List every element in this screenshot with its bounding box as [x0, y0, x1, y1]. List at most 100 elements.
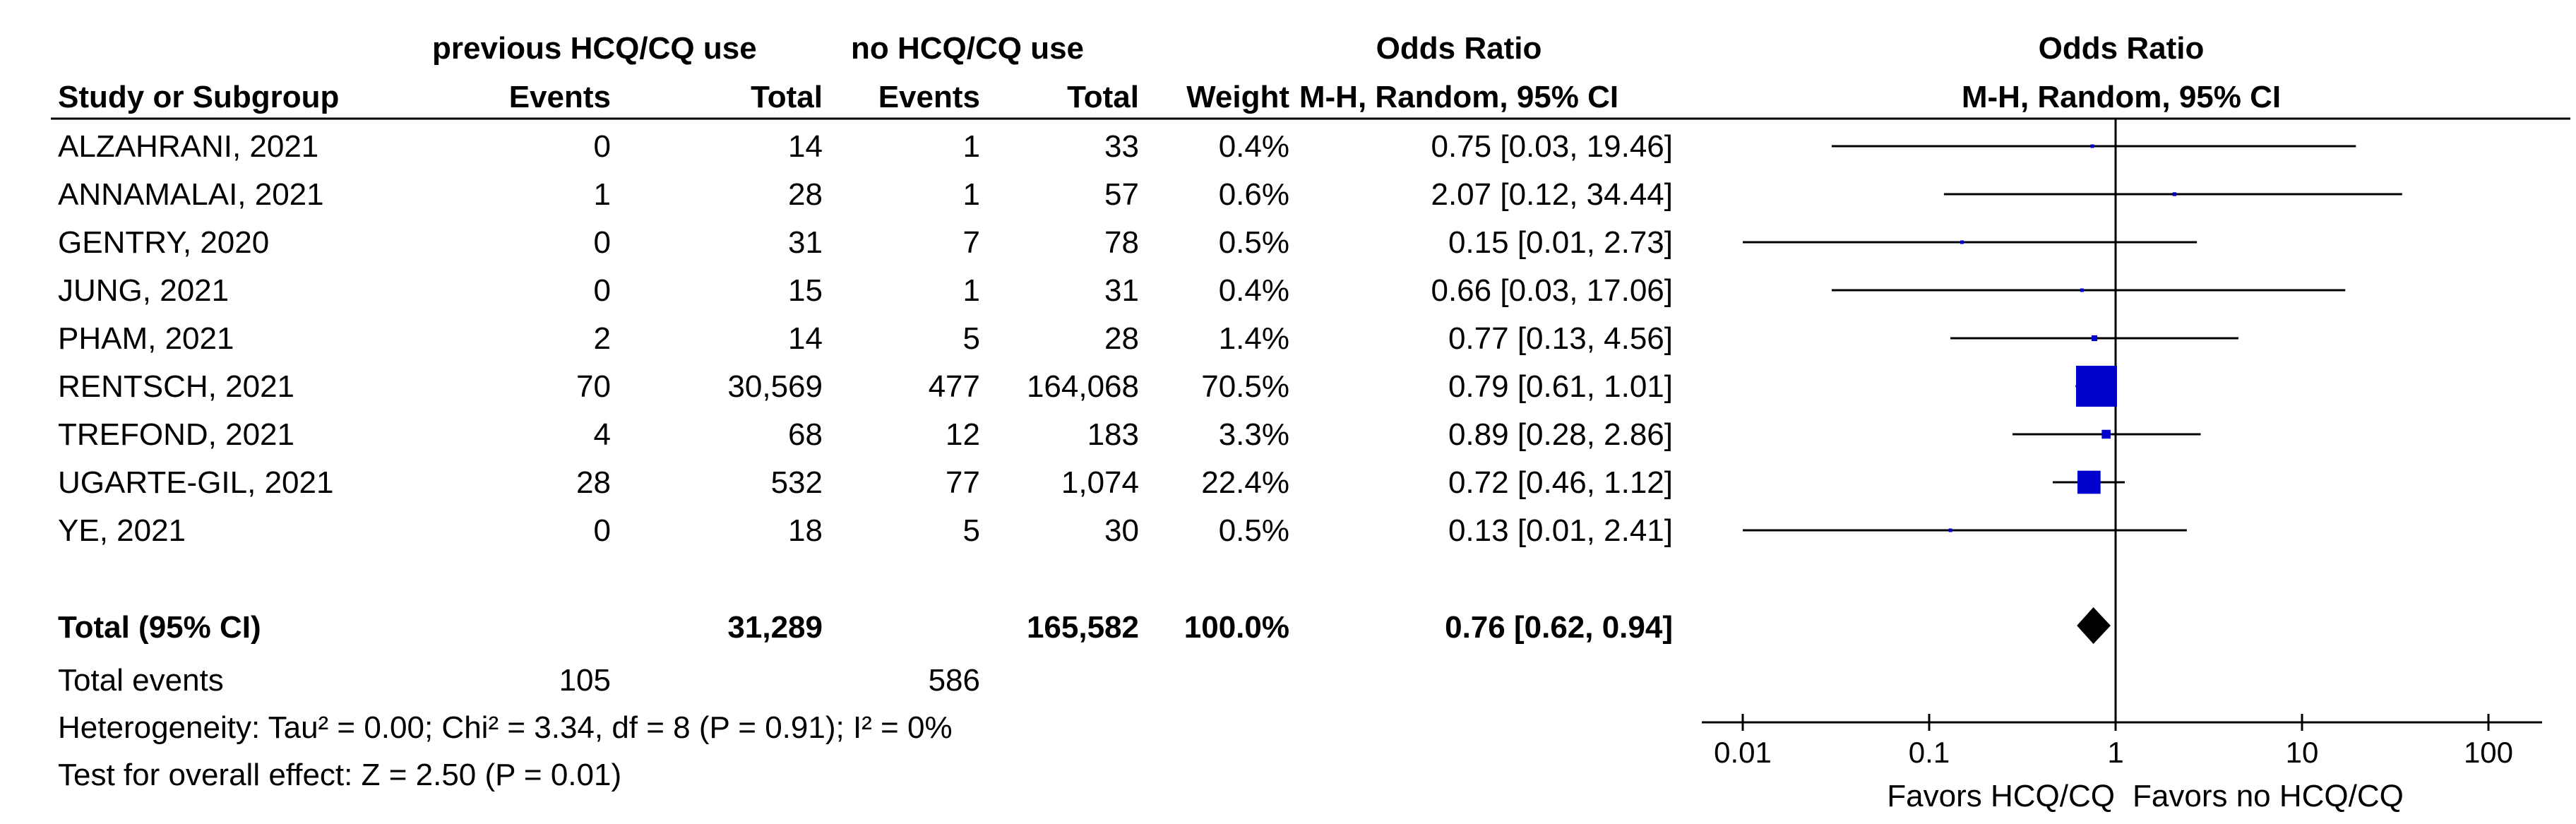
table-row: UGARTE-GIL, 2021 28 532 77 1,074 22.4% 0.72 [0… [58, 465, 1673, 500]
events-no-hcq: 1 [963, 129, 980, 164]
table-row: YE, 2021 0 18 5 30 0.5% 0.13 [0.01, 2.41] [58, 513, 1673, 548]
events-hcq: 0 [594, 513, 611, 548]
x-tick-label: 0.1 [1909, 736, 1950, 769]
or-ci: 0.89 [0.28, 2.86] [1448, 417, 1673, 452]
study-name: RENTSCH, 2021 [58, 369, 294, 404]
col-study-header: Study or Subgroup [58, 80, 339, 114]
study-name: PHAM, 2021 [58, 321, 234, 356]
total-n1: 31,289 [727, 610, 823, 645]
events-hcq: 0 [594, 129, 611, 164]
or-ci: 0.72 [0.46, 1.12] [1448, 465, 1673, 500]
table-row: PHAM, 2021 2 14 5 28 1.4% 0.77 [0.13, 4.56] [58, 321, 1673, 356]
study-point-estimate [2075, 366, 2117, 407]
events-no-hcq: 7 [963, 225, 980, 260]
or-plot-header-sub: M-H, Random, 95% CI [1962, 80, 2281, 114]
total-ci: 0.76 [0.62, 0.94] [1445, 610, 1673, 645]
total-hcq: 28 [788, 177, 823, 212]
or-ci: 2.07 [0.12, 34.44] [1431, 177, 1673, 212]
study-name: ANNAMALAI, 2021 [58, 177, 324, 212]
total-hcq: 68 [788, 417, 823, 452]
weight: 3.3% [1219, 417, 1289, 452]
heterogeneity-text: Heterogeneity: Tau² = 0.00; Chi² = 3.34,… [58, 710, 953, 745]
col-total1-header: Total [751, 80, 823, 114]
total-events-2: 586 [929, 663, 980, 698]
total-no-hcq: 78 [1104, 225, 1139, 260]
total-no-hcq: 31 [1104, 273, 1139, 308]
events-hcq: 28 [576, 465, 611, 500]
total-row: Total (95% CI) 31,289 165,582 100.0% 0.7… [58, 610, 1673, 645]
events-no-hcq: 77 [946, 465, 980, 500]
total-no-hcq: 33 [1104, 129, 1139, 164]
col-events1-header: Events [509, 80, 611, 114]
or-ci: 0.15 [0.01, 2.73] [1448, 225, 1673, 260]
x-tick-label: 10 [2286, 736, 2319, 769]
weight: 0.4% [1219, 273, 1289, 308]
table-row: ANNAMALAI, 2021 1 28 1 57 0.6% 2.07 [0.12, 34.… [58, 177, 1673, 212]
events-hcq: 0 [594, 273, 611, 308]
favors-left-label: Favors HCQ/CQ [1887, 779, 2115, 813]
group1-header: previous HCQ/CQ use [432, 31, 757, 66]
col-total2-header: Total [1067, 80, 1139, 114]
events-no-hcq: 1 [963, 177, 980, 212]
study-point-estimate [2080, 288, 2084, 292]
total-events-1: 105 [559, 663, 611, 698]
study-point-estimate [2091, 335, 2098, 342]
total-no-hcq: 57 [1104, 177, 1139, 212]
table-row: JUNG, 2021 0 15 1 31 0.4% 0.66 [0.03, 17.06] [58, 273, 1673, 308]
total-hcq: 30,569 [727, 369, 823, 404]
study-rows: ALZAHRANI, 2021 0 14 1 33 0.4% 0.75 [0.03, 19.… [58, 129, 1673, 548]
weight: 0.5% [1219, 513, 1289, 548]
events-no-hcq: 5 [963, 513, 980, 548]
weight: 1.4% [1219, 321, 1289, 356]
events-hcq: 70 [576, 369, 611, 404]
study-point-estimate [2077, 470, 2101, 494]
total-no-hcq: 1,074 [1061, 465, 1139, 500]
x-tick-label: 0.01 [1714, 736, 1772, 769]
total-no-hcq: 164,068 [1027, 369, 1139, 404]
total-hcq: 532 [771, 465, 823, 500]
events-no-hcq: 5 [963, 321, 980, 356]
table-header: previous HCQ/CQ use no HCQ/CQ use Odds R… [51, 31, 2570, 120]
total-no-hcq: 30 [1104, 513, 1139, 548]
study-name: GENTRY, 2020 [58, 225, 269, 260]
total-weight: 100.0% [1184, 610, 1289, 645]
table-row: ALZAHRANI, 2021 0 14 1 33 0.4% 0.75 [0.03, 19.… [58, 129, 1673, 164]
study-point-estimate [1948, 528, 1952, 532]
pooled-effect-diamond [2077, 607, 2111, 644]
total-hcq: 31 [788, 225, 823, 260]
or-ci: 0.77 [0.13, 4.56] [1448, 321, 1673, 356]
weight: 0.6% [1219, 177, 1289, 212]
weight: 0.5% [1219, 225, 1289, 260]
study-point-estimate [1960, 240, 1964, 244]
events-hcq: 4 [594, 417, 611, 452]
or-ci: 0.13 [0.01, 2.41] [1448, 513, 1673, 548]
forest-plot-area: 0.01 0.1 1 10 100 [1702, 119, 2542, 769]
study-name: JUNG, 2021 [58, 273, 229, 308]
x-tick-label: 1 [2107, 736, 2123, 769]
events-no-hcq: 477 [929, 369, 980, 404]
col-ci-header: M-H, Random, 95% CI [1299, 80, 1618, 114]
or-ci: 0.75 [0.03, 19.46] [1431, 129, 1673, 164]
total-n2: 165,582 [1027, 610, 1139, 645]
events-no-hcq: 1 [963, 273, 980, 308]
or-ci: 0.79 [0.61, 1.01] [1448, 369, 1673, 404]
total-events-row: Total events 105 586 [58, 663, 980, 698]
study-name: ALZAHRANI, 2021 [58, 129, 318, 164]
events-hcq: 2 [594, 321, 611, 356]
or-table-header-top: Odds Ratio [1376, 31, 1542, 66]
or-plot-header-top: Odds Ratio [2039, 31, 2205, 66]
study-point-estimate [2090, 144, 2094, 148]
group2-header: no HCQ/CQ use [851, 31, 1084, 66]
study-name: TREFOND, 2021 [58, 417, 294, 452]
study-point-estimate [2172, 192, 2177, 196]
events-no-hcq: 12 [946, 417, 980, 452]
overall-effect-text: Test for overall effect: Z = 2.50 (P = 0… [58, 758, 621, 792]
favors-right-label: Favors no HCQ/CQ [2133, 779, 2404, 813]
or-ci: 0.66 [0.03, 17.06] [1431, 273, 1673, 308]
study-name: UGARTE-GIL, 2021 [58, 465, 333, 500]
events-hcq: 0 [594, 225, 611, 260]
table-row: GENTRY, 2020 0 31 7 78 0.5% 0.15 [0.01, 2.73] [58, 225, 1673, 260]
total-hcq: 15 [788, 273, 823, 308]
total-hcq: 14 [788, 129, 823, 164]
